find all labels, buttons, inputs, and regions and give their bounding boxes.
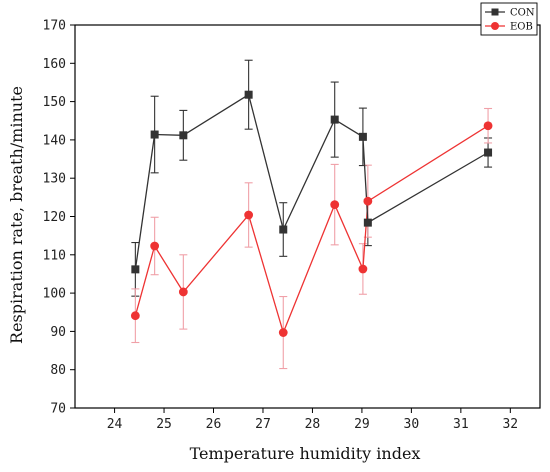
y-tick-label: 110 <box>43 248 66 263</box>
y-tick-label: 70 <box>50 402 66 417</box>
data-point-con <box>330 115 339 124</box>
x-tick-label: 31 <box>453 417 469 432</box>
x-axis-title: Temperature humidity index <box>190 444 421 463</box>
data-point-con <box>363 218 372 227</box>
legend-label: EOB <box>510 22 533 33</box>
error-bars <box>131 59 493 370</box>
y-tick-label: 80 <box>50 363 66 378</box>
data-point-eob <box>244 210 254 220</box>
x-tick-label: 25 <box>156 417 172 432</box>
data-point-eob <box>150 241 160 251</box>
y-tick-label: 100 <box>43 287 66 302</box>
series-line-eob <box>134 125 489 335</box>
data-point-con <box>484 148 493 157</box>
y-tick-label: 140 <box>43 133 66 148</box>
axes <box>74 24 541 409</box>
legend-label: CON <box>510 8 535 19</box>
data-point-eob <box>278 328 288 337</box>
x-tick-label: 28 <box>305 417 321 432</box>
x-tick-label: 26 <box>206 417 222 432</box>
y-tick-label: 120 <box>43 210 66 225</box>
x-tick-label: 32 <box>502 417 518 432</box>
x-tick-label: 30 <box>404 417 420 432</box>
legend-marker <box>491 22 499 30</box>
data-point-eob <box>178 287 188 297</box>
plot-frame <box>74 24 541 409</box>
y-tick-label: 160 <box>43 57 66 72</box>
y-axis-title: Respiration rate, breath/minute <box>7 86 26 344</box>
data-point-eob <box>358 264 368 274</box>
legend-box <box>480 2 538 36</box>
y-tick-label: 130 <box>43 172 66 187</box>
data-point-eob <box>130 311 140 321</box>
y-tick-label: 90 <box>50 325 66 340</box>
data-point-con <box>358 132 367 141</box>
y-tick-label: 170 <box>43 19 66 34</box>
data-point-con <box>131 265 140 274</box>
markers <box>130 90 493 337</box>
x-tick-label: 29 <box>354 417 370 432</box>
data-point-eob <box>330 200 340 210</box>
y-tick-label: 150 <box>43 95 66 110</box>
legend: CON EOB <box>480 2 538 36</box>
data-point-eob <box>363 196 373 206</box>
data-point-con <box>150 130 159 139</box>
x-tick-label: 27 <box>255 417 271 432</box>
series-line-con <box>134 93 489 270</box>
series-lines <box>134 93 489 335</box>
data-point-con <box>244 90 253 99</box>
data-point-con <box>279 225 288 234</box>
x-tick-label: 24 <box>107 417 123 432</box>
data-point-eob <box>483 121 493 131</box>
legend-marker <box>491 8 499 16</box>
data-point-con <box>179 131 188 140</box>
ticks: 70 80 90 100 110 120 130 140 150 160 170 24 25 26 27 28… <box>43 19 519 433</box>
